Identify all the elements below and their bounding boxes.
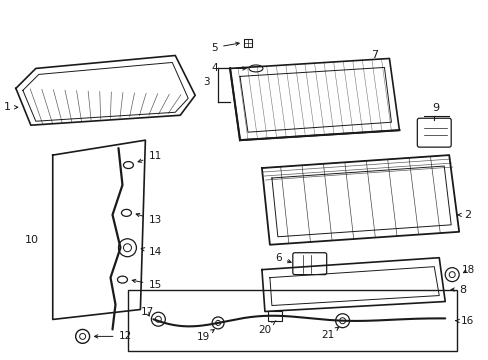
- Text: 4: 4: [211, 63, 245, 73]
- Text: 21: 21: [321, 327, 338, 339]
- Text: 6: 6: [275, 253, 290, 263]
- Ellipse shape: [117, 276, 127, 283]
- Circle shape: [118, 239, 136, 257]
- Circle shape: [339, 318, 345, 324]
- Text: 20: 20: [257, 321, 275, 335]
- Text: 12: 12: [94, 332, 131, 341]
- Text: 3: 3: [203, 77, 210, 87]
- Bar: [244, 39, 251, 46]
- Text: 19: 19: [197, 329, 214, 342]
- Text: 1: 1: [4, 102, 18, 112]
- Circle shape: [335, 314, 349, 328]
- Circle shape: [80, 333, 85, 339]
- Text: 15: 15: [132, 279, 162, 289]
- Circle shape: [151, 312, 165, 326]
- Ellipse shape: [123, 162, 133, 168]
- Text: 14: 14: [141, 247, 162, 257]
- Text: 5: 5: [211, 42, 239, 53]
- Circle shape: [212, 317, 224, 329]
- Bar: [128, 289, 456, 351]
- Text: 16: 16: [455, 316, 473, 327]
- Text: 11: 11: [138, 151, 162, 162]
- Text: 9: 9: [432, 103, 439, 113]
- Ellipse shape: [248, 65, 263, 72]
- Text: 8: 8: [450, 284, 466, 294]
- Bar: [267, 311, 281, 321]
- Text: 2: 2: [457, 210, 470, 220]
- Circle shape: [215, 320, 220, 325]
- Ellipse shape: [121, 210, 131, 216]
- FancyBboxPatch shape: [292, 253, 326, 275]
- Text: 10: 10: [25, 235, 39, 245]
- Circle shape: [155, 316, 161, 322]
- Circle shape: [448, 272, 454, 278]
- FancyBboxPatch shape: [416, 118, 450, 147]
- Text: 7: 7: [371, 50, 378, 60]
- Circle shape: [444, 268, 458, 282]
- Text: 17: 17: [140, 307, 153, 318]
- Circle shape: [123, 244, 131, 252]
- Circle shape: [76, 329, 89, 343]
- Text: 18: 18: [461, 265, 474, 275]
- Text: 13: 13: [136, 213, 162, 225]
